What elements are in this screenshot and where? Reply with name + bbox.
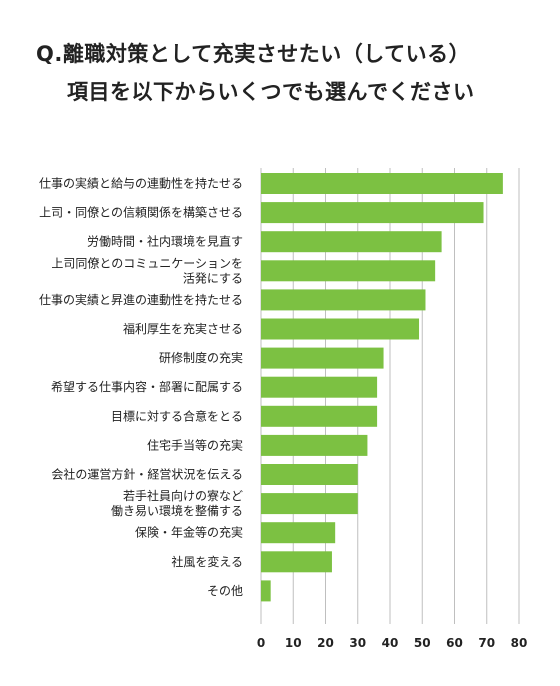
x-tick-label: 0	[257, 636, 265, 650]
chart-title-line2: 項目を以下からいくつでも選んでください	[67, 80, 475, 104]
bar	[261, 376, 378, 398]
bar	[261, 493, 358, 515]
x-tick-label: 70	[478, 636, 495, 650]
category-label: 会社の運営方針・経営状況を伝える	[51, 467, 243, 482]
category-label: 研修制度の充実	[159, 350, 243, 365]
x-tick-label: 20	[317, 636, 334, 650]
bar	[261, 434, 368, 456]
bar	[261, 289, 426, 311]
bar	[261, 405, 378, 427]
category-label: 働き易い環境を整備する	[111, 503, 243, 518]
x-tick-label: 80	[511, 636, 528, 650]
category-label: 仕事の実績と給与の連動性を持たせる	[39, 176, 243, 191]
bar	[261, 580, 271, 602]
category-label: 若手社員向けの寮など	[123, 488, 243, 503]
category-label: 活発にする	[183, 271, 243, 285]
x-tick-label: 30	[349, 636, 366, 650]
bar	[261, 231, 442, 253]
category-label: 希望する仕事内容・部署に配属する	[51, 379, 243, 394]
bar	[261, 522, 336, 544]
bar	[261, 318, 420, 340]
category-label: 上司・同僚との信頼関係を構築させる	[39, 205, 243, 220]
bar	[261, 551, 332, 573]
category-label: 社風を変える	[171, 554, 243, 569]
category-label: 上司同僚とのコミュニケーションを	[51, 255, 243, 270]
x-tick-label: 10	[285, 636, 302, 650]
category-label: 福利厚生を充実させる	[123, 321, 243, 336]
category-label: 住宅手当等の充実	[147, 437, 243, 452]
x-tick-label: 60	[446, 636, 463, 650]
x-tick-label: 50	[414, 636, 431, 650]
category-label: 仕事の実績と昇進の連動性を持たせる	[39, 292, 243, 307]
bar	[261, 202, 484, 224]
category-label: 労働時間・社内環境を見直す	[87, 234, 243, 249]
chart-title-line1: Q.離職対策として充実させたい（している）	[36, 42, 471, 66]
bar	[261, 173, 503, 194]
bar	[261, 347, 384, 369]
bar	[261, 260, 436, 282]
category-label: 目標に対する合意をとる	[111, 408, 243, 423]
category-label: 保険・年金等の充実	[135, 525, 243, 540]
bar	[261, 464, 358, 485]
category-label: その他	[207, 584, 243, 598]
x-tick-label: 40	[382, 636, 399, 650]
